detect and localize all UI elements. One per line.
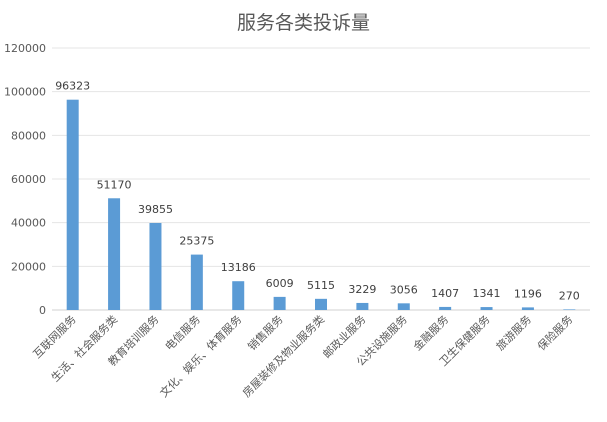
- data-label: 39855: [138, 203, 173, 216]
- bar: [149, 222, 162, 310]
- x-tick-label: 保险服务: [534, 312, 575, 353]
- x-tick-label: 金融服务: [410, 312, 451, 353]
- bar: [108, 198, 121, 310]
- bar: [563, 309, 576, 310]
- y-tick-label: 80000: [11, 129, 46, 142]
- x-tick-label: 电信服务: [163, 313, 203, 353]
- data-label: 270: [559, 289, 580, 302]
- bar: [315, 298, 327, 310]
- data-label: 6009: [266, 277, 294, 290]
- data-label: 1196: [514, 287, 542, 300]
- y-tick-label: 120000: [4, 42, 46, 55]
- data-label: 5115: [307, 279, 335, 292]
- y-tick-label: 100000: [4, 86, 46, 99]
- data-label: 1341: [473, 287, 501, 300]
- bar: [190, 254, 203, 310]
- bar: [232, 281, 245, 310]
- bar: [480, 307, 493, 310]
- y-tick-label: 20000: [11, 260, 46, 273]
- y-tick-label: 0: [39, 304, 46, 317]
- bar: [273, 296, 286, 310]
- data-label: 3229: [348, 283, 376, 296]
- data-label: 51170: [97, 178, 132, 191]
- x-tick-label: 旅游服务: [493, 312, 534, 353]
- x-tick-label: 文化、娱乐、体育服务: [157, 312, 245, 400]
- x-tick-label: 房屋装修及物业服务类: [239, 312, 327, 400]
- data-label: 13186: [221, 261, 256, 274]
- data-label: 96323: [55, 80, 90, 93]
- chart-title: 服务各类投诉量: [236, 12, 370, 34]
- bar: [66, 99, 79, 310]
- bar: [521, 307, 534, 310]
- data-label: 1407: [431, 287, 459, 300]
- x-tick-label: 销售服务: [245, 312, 286, 353]
- y-tick-label: 60000: [11, 173, 46, 186]
- bar: [397, 303, 410, 310]
- bar: [439, 306, 452, 310]
- data-label: 3056: [390, 283, 418, 296]
- data-label: 25375: [179, 235, 214, 248]
- bar: [356, 302, 369, 310]
- y-tick-label: 40000: [11, 217, 46, 230]
